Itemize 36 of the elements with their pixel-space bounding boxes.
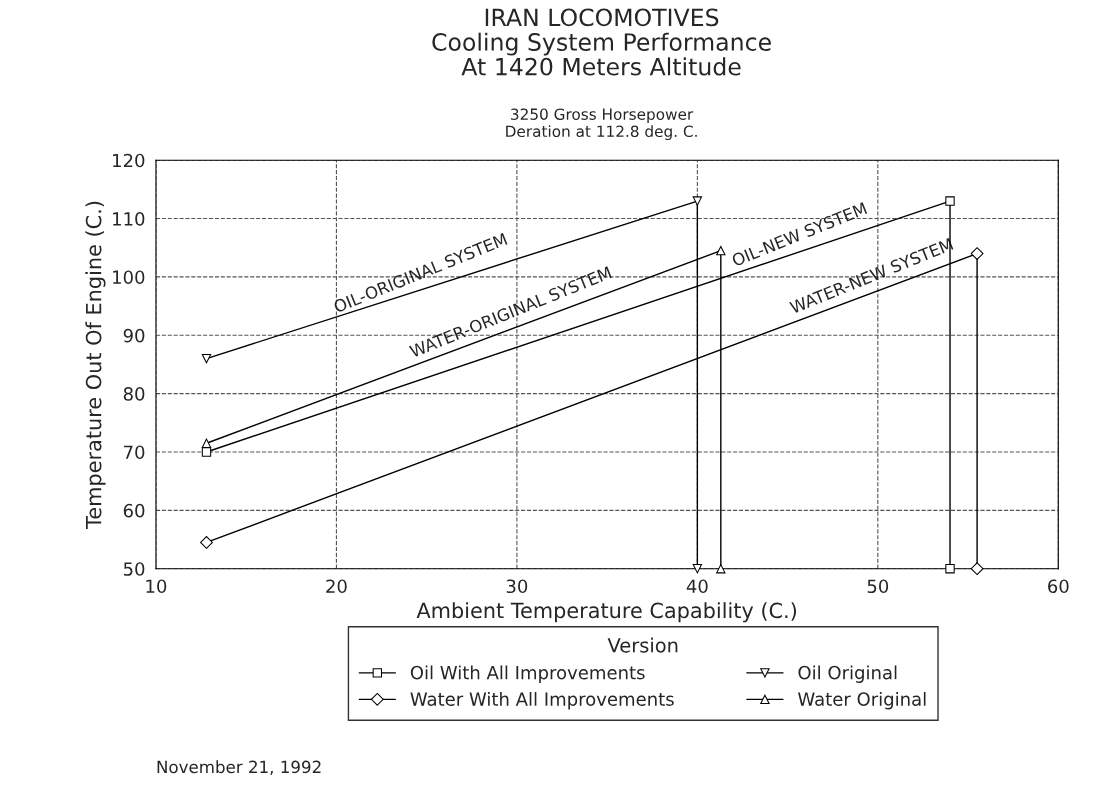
x-axis-title: Ambient Temperature Capability (C.): [416, 602, 797, 623]
x-tick-label: 20: [326, 579, 347, 594]
y-tick-label: 100: [113, 270, 145, 285]
point: [945, 564, 955, 574]
point: [201, 353, 212, 364]
legend-title: Version: [607, 637, 678, 653]
point: [970, 562, 984, 576]
point: [692, 196, 703, 206]
y-tick-label: 60: [123, 503, 145, 518]
point: [201, 438, 212, 448]
point: [716, 564, 726, 574]
chart-title: IRAN LOCOMOTIVES Cooling System Performance At 1420 Meters Altitude: [432, 8, 771, 76]
y-tick-label: 50: [123, 562, 145, 576]
legend-label: Water Original: [798, 691, 926, 710]
y-tick-label: 70: [124, 445, 145, 460]
legend-label: Oil With All Improvements: [410, 665, 645, 683]
x-tick-label: 60: [1048, 579, 1069, 594]
y-tick-label: 90: [123, 328, 145, 343]
point: [945, 196, 955, 206]
point: [970, 247, 984, 260]
y-tick-label: 110: [113, 212, 145, 226]
point: [716, 245, 726, 256]
x-tick-label: 50: [867, 579, 889, 594]
x-tick-label: 10: [146, 579, 167, 594]
point: [201, 447, 212, 457]
point: [692, 564, 703, 574]
y-axis-title: Temperature Out Of Engine (C.): [85, 201, 106, 529]
legend-label: Water With All Improvements: [410, 691, 674, 710]
y-tick-label: 80: [123, 387, 145, 401]
y-tick-label: 120: [113, 153, 145, 168]
point: [200, 536, 213, 549]
legend-label: Oil Original: [798, 665, 897, 683]
x-tick-label: 30: [506, 579, 528, 594]
x-tick-label: 40: [686, 579, 708, 594]
chart-subtitle: 3250 Gross Horsepower Deration at 112.8 deg. C.: [506, 108, 697, 141]
text: November 21, 1992: [157, 760, 321, 775]
